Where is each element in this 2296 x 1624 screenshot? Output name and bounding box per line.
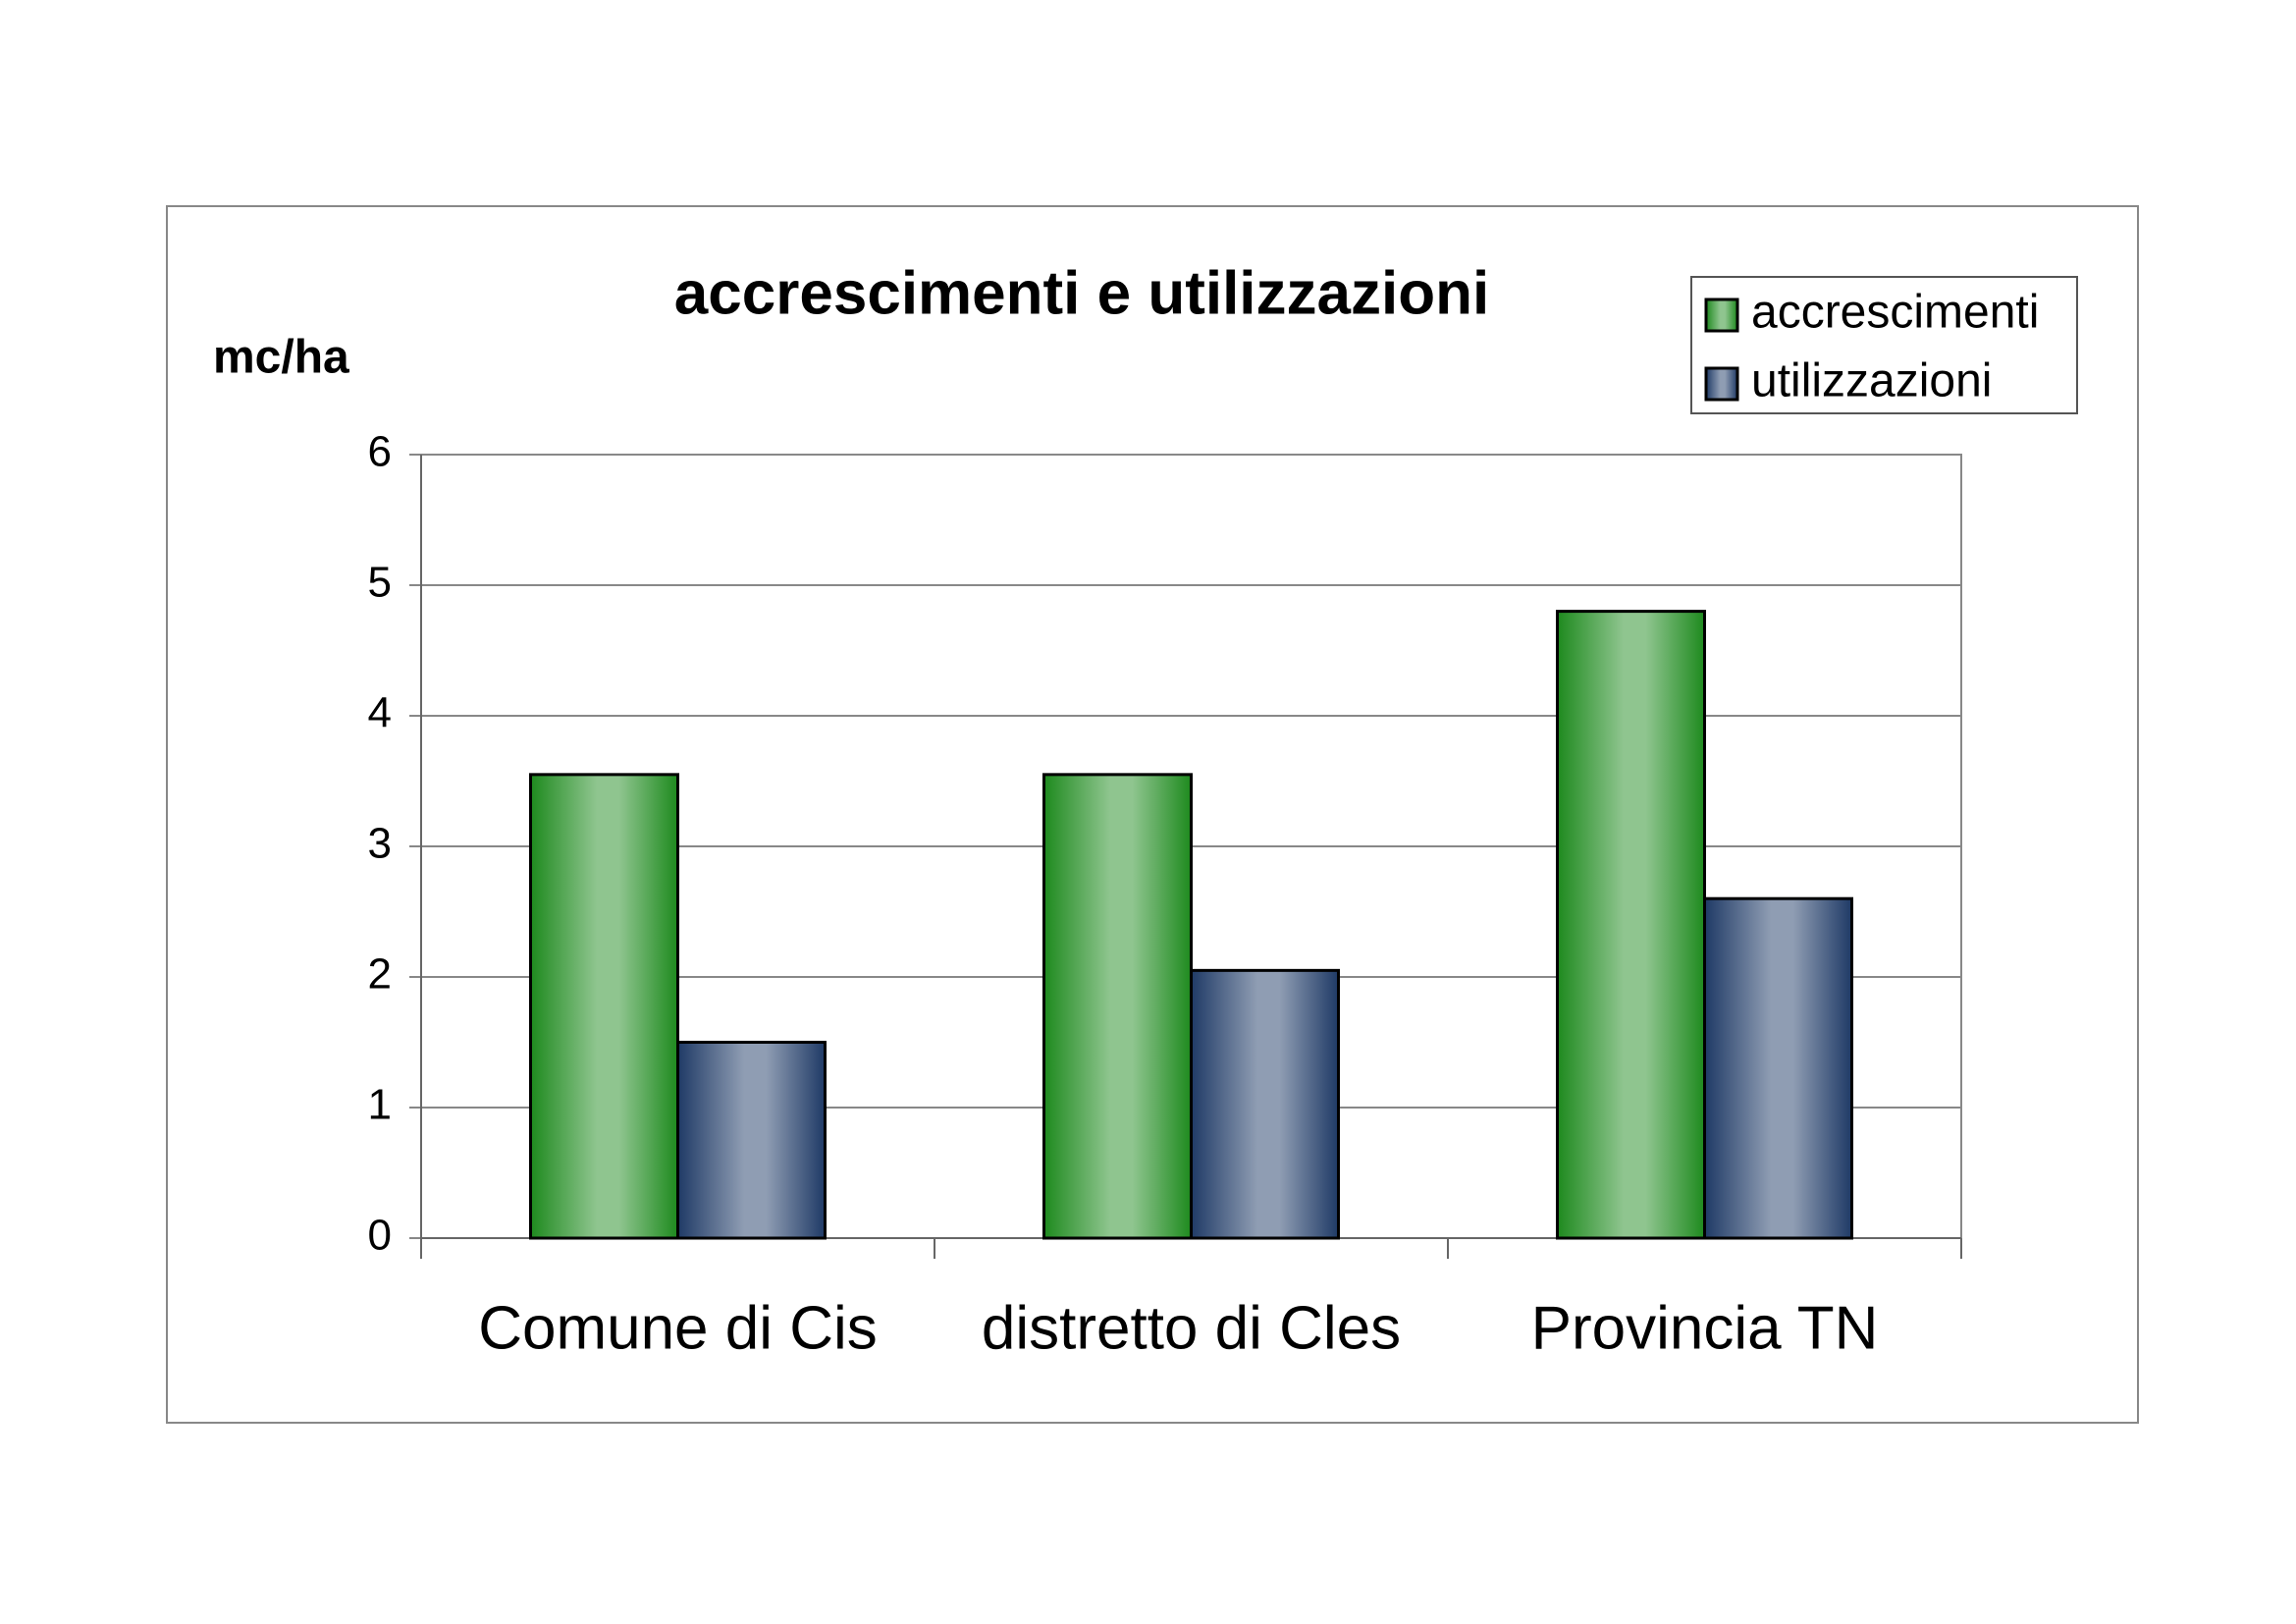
- bar: [1703, 896, 1853, 1240]
- y-tick-label: 6: [368, 428, 392, 476]
- bar: [1042, 773, 1193, 1240]
- x-tick-label: Comune di Cis: [478, 1294, 878, 1362]
- legend-label: utilizzazioni: [1751, 355, 1992, 407]
- chart-title: accrescimenti e utilizzazioni: [674, 259, 1489, 327]
- bar: [529, 773, 679, 1240]
- bar: [676, 1041, 827, 1240]
- y-tick-label: 3: [368, 820, 392, 868]
- y-tick-label: 4: [368, 689, 392, 737]
- y-axis-label: mc/ha: [213, 332, 349, 384]
- legend-box: [1690, 276, 2078, 414]
- legend-swatch: [1704, 366, 1739, 402]
- x-tick-label: distretto di Cles: [982, 1294, 1401, 1362]
- y-tick-label: 5: [368, 559, 392, 607]
- y-tick-label: 2: [368, 950, 392, 999]
- y-tick-label: 0: [368, 1212, 392, 1260]
- legend-label: accrescimenti: [1751, 287, 2039, 339]
- bar: [1190, 968, 1340, 1240]
- bar: [1556, 610, 1706, 1240]
- x-tick-label: Provincia TN: [1531, 1294, 1879, 1362]
- y-tick-label: 1: [368, 1081, 392, 1129]
- legend-swatch: [1704, 298, 1739, 333]
